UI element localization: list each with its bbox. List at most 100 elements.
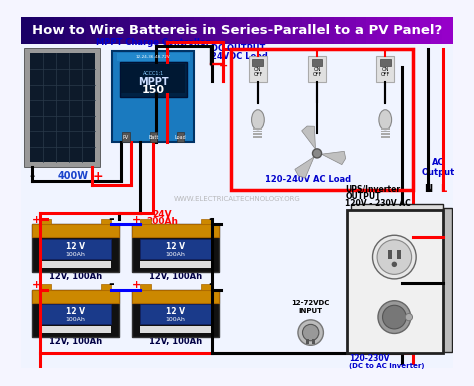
Bar: [112, 51, 194, 142]
Bar: [388, 250, 392, 259]
Text: 100Ah: 100Ah: [65, 252, 85, 257]
Text: 100Ah: 100Ah: [166, 317, 185, 322]
Text: +: +: [32, 280, 42, 290]
Text: 100Ah: 100Ah: [166, 252, 185, 257]
Bar: [32, 17, 44, 44]
Bar: [280, 17, 292, 44]
Text: OFF: OFF: [381, 72, 390, 77]
Bar: [183, 17, 195, 44]
Bar: [381, 128, 390, 130]
Bar: [100, 284, 111, 290]
Bar: [269, 17, 281, 44]
Text: 12 V: 12 V: [66, 307, 85, 316]
Bar: [345, 17, 356, 44]
Text: (DC to AC Inverter): (DC to AC Inverter): [349, 363, 424, 369]
Bar: [248, 17, 259, 44]
Text: 24V: 24V: [153, 210, 172, 219]
Polygon shape: [295, 157, 314, 178]
Circle shape: [392, 262, 397, 267]
Bar: [323, 17, 335, 44]
Bar: [301, 17, 313, 44]
Polygon shape: [321, 151, 346, 165]
Bar: [132, 224, 219, 237]
Bar: [399, 17, 410, 44]
Bar: [306, 339, 309, 344]
Bar: [140, 239, 211, 259]
Bar: [442, 17, 454, 44]
Bar: [308, 56, 326, 81]
Text: How to Wire Battereis in Series-Parallel to a PV Panel?: How to Wire Battereis in Series-Parallel…: [32, 24, 442, 37]
Text: MPPT: MPPT: [138, 76, 169, 86]
Bar: [177, 132, 184, 142]
Bar: [254, 130, 263, 132]
Bar: [119, 63, 187, 97]
Bar: [443, 208, 452, 352]
Circle shape: [383, 305, 406, 329]
Bar: [129, 17, 141, 44]
Text: -: -: [209, 277, 214, 291]
Text: +: +: [32, 215, 42, 225]
Text: 100Ah: 100Ah: [65, 317, 85, 322]
Circle shape: [302, 324, 319, 341]
Bar: [201, 219, 211, 224]
Text: +: +: [219, 61, 228, 71]
Bar: [97, 17, 109, 44]
Circle shape: [298, 320, 323, 345]
Bar: [140, 17, 152, 44]
Bar: [100, 219, 111, 224]
Text: INPUT: INPUT: [299, 308, 323, 313]
Text: 12V, 100Ah: 12V, 100Ah: [149, 272, 202, 281]
Bar: [32, 224, 119, 237]
Text: PV: PV: [123, 134, 129, 139]
Text: 120V - 230V AC: 120V - 230V AC: [345, 199, 411, 208]
Bar: [237, 17, 249, 44]
Text: 120-240V AC Load: 120-240V AC Load: [265, 176, 351, 185]
Bar: [25, 49, 30, 167]
Text: Batt: Batt: [148, 134, 158, 139]
Bar: [32, 290, 119, 337]
Text: 200Ah: 200Ah: [146, 217, 178, 226]
Bar: [431, 17, 443, 44]
Text: 12-72VDC: 12-72VDC: [292, 300, 330, 306]
Ellipse shape: [252, 110, 264, 130]
Ellipse shape: [379, 110, 392, 130]
Bar: [121, 64, 185, 93]
Bar: [140, 219, 151, 224]
Text: ON: ON: [382, 67, 389, 72]
Circle shape: [405, 313, 412, 321]
Text: -: -: [209, 61, 214, 71]
Bar: [254, 128, 263, 130]
Bar: [249, 56, 267, 81]
Text: 12V, 100Ah: 12V, 100Ah: [49, 272, 102, 281]
Bar: [312, 17, 324, 44]
Bar: [334, 17, 346, 44]
Bar: [140, 261, 211, 268]
Bar: [54, 17, 65, 44]
Bar: [140, 284, 151, 290]
Bar: [40, 219, 51, 224]
Bar: [376, 56, 394, 81]
Bar: [118, 17, 130, 44]
Bar: [86, 17, 98, 44]
Text: -: -: [109, 277, 114, 291]
Bar: [380, 59, 391, 66]
Bar: [75, 17, 87, 44]
Bar: [351, 204, 443, 210]
Circle shape: [312, 149, 321, 158]
Text: +: +: [132, 280, 142, 290]
Bar: [40, 305, 111, 324]
Bar: [32, 290, 119, 303]
Text: 400W: 400W: [58, 171, 89, 181]
Text: +: +: [92, 169, 103, 183]
Text: L: L: [440, 184, 447, 194]
Bar: [356, 17, 367, 44]
Bar: [40, 284, 51, 290]
Circle shape: [378, 301, 410, 334]
Text: 12 V: 12 V: [166, 242, 185, 251]
Text: OUTPUT: OUTPUT: [345, 192, 381, 201]
Text: -: -: [109, 212, 114, 225]
Bar: [151, 17, 163, 44]
Bar: [226, 17, 238, 44]
Text: ON: ON: [313, 67, 321, 72]
Bar: [40, 239, 111, 259]
